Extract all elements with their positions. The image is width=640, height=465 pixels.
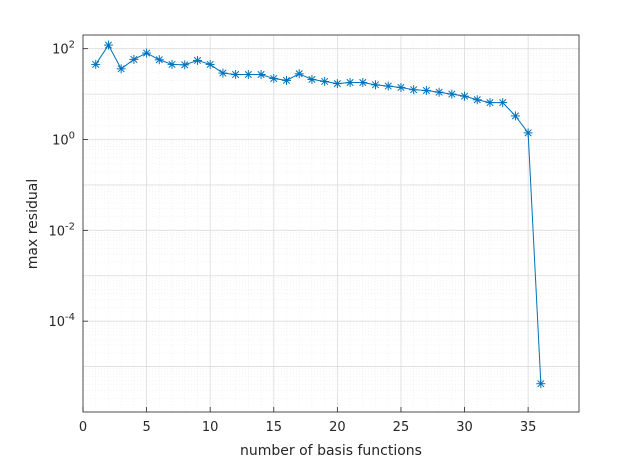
x-tick-label: 0 (79, 420, 87, 435)
data-point (142, 48, 152, 58)
data-point (205, 59, 215, 69)
data-point (307, 74, 317, 84)
data-point (383, 81, 393, 91)
data-point (154, 55, 164, 65)
x-axis-ticks: 0 5 10 15 20 25 30 35 (79, 407, 537, 435)
series-line (95, 44, 542, 384)
x-tick-label: 20 (329, 420, 346, 435)
data-point (536, 379, 546, 389)
data-point (129, 54, 139, 64)
y-axis-ticks: 10-4 10-2 100 102 (48, 40, 88, 330)
major-grid (82, 35, 579, 413)
data-point (460, 91, 470, 101)
data-point (294, 69, 304, 79)
y-tick-label: 100 (52, 131, 75, 149)
data-point (371, 80, 381, 90)
plot-frame (82, 34, 580, 413)
data-point (320, 76, 330, 86)
y-axis-label: max residual (25, 179, 41, 269)
data-point (103, 40, 113, 50)
data-point (269, 74, 279, 84)
data-point (218, 68, 228, 78)
data-point (256, 69, 266, 79)
data-point (472, 95, 482, 105)
data-point (281, 75, 291, 85)
data-point (231, 69, 241, 79)
data-point (447, 89, 457, 99)
data-point (510, 111, 520, 121)
data-point (167, 59, 177, 69)
data-point (421, 85, 431, 95)
data-point (180, 60, 190, 70)
data-point (332, 79, 342, 89)
series-group (91, 40, 546, 389)
data-point (243, 69, 253, 79)
data-point (434, 87, 444, 97)
data-point (358, 77, 368, 87)
data-point (498, 98, 508, 108)
x-tick-label: 35 (520, 420, 537, 435)
x-tick-label: 5 (142, 420, 150, 435)
x-tick-label: 25 (393, 420, 410, 435)
y-tick-label: 102 (52, 40, 75, 58)
data-point (91, 59, 101, 69)
data-point (409, 85, 419, 95)
data-point (116, 64, 126, 74)
x-axis-label: number of basis functions (240, 443, 422, 459)
data-point (523, 128, 533, 138)
data-point (485, 98, 495, 108)
plot-area (83, 35, 579, 412)
data-point (396, 82, 406, 92)
data-point (345, 77, 355, 87)
x-tick-label: 15 (265, 420, 282, 435)
data-point (192, 55, 202, 65)
y-tick-label: 10-2 (48, 221, 75, 239)
x-tick-label: 30 (456, 420, 473, 435)
x-tick-label: 10 (202, 420, 219, 435)
y-tick-label: 10-4 (48, 312, 75, 330)
